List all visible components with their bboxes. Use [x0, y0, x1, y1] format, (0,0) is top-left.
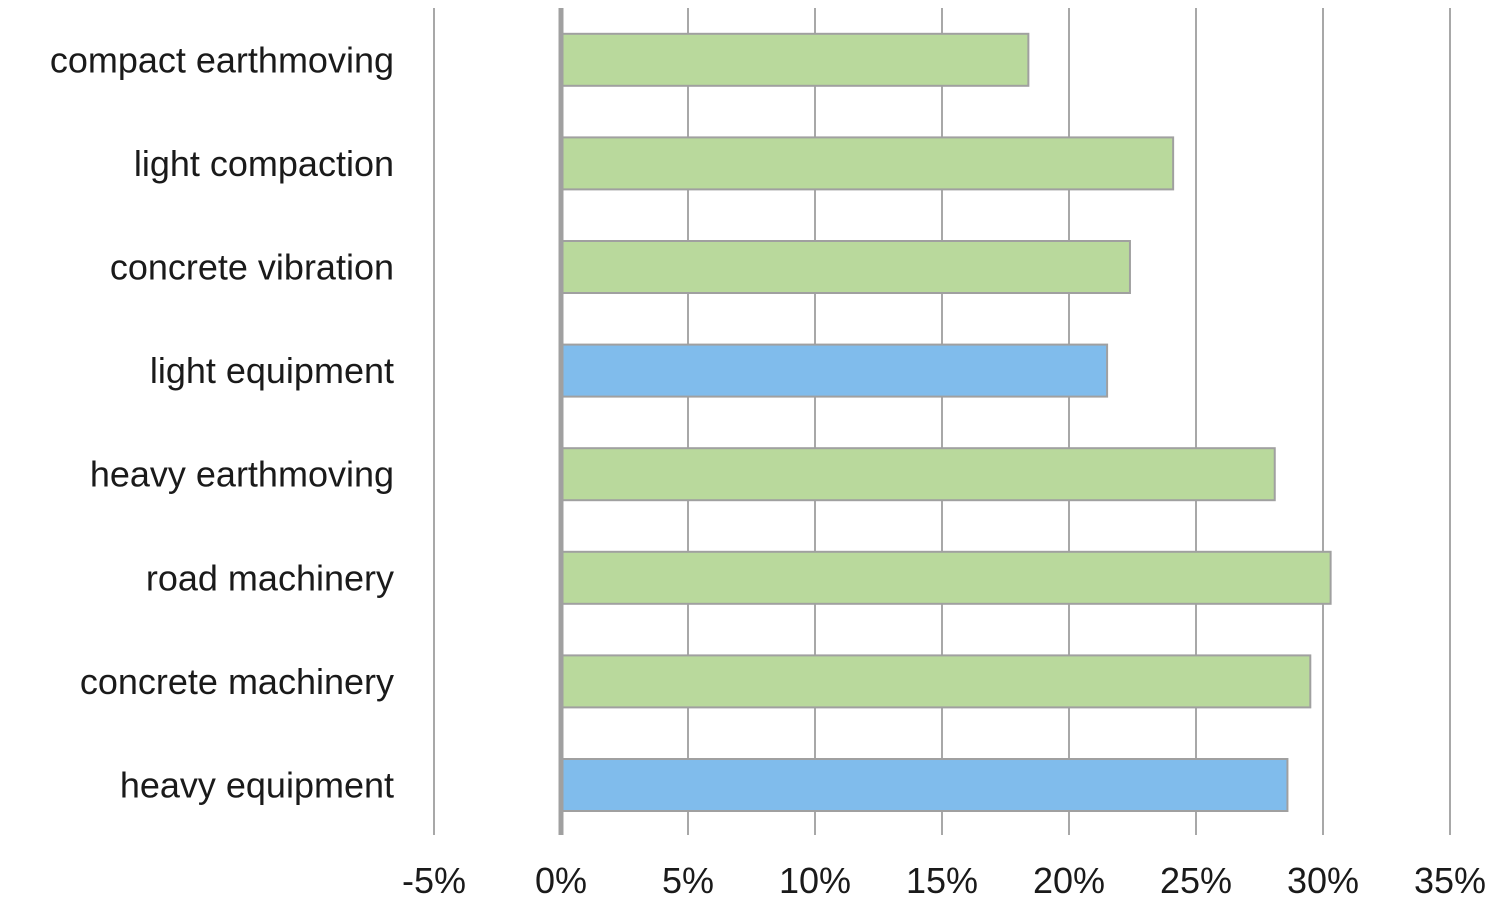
category-label: heavy earthmoving — [90, 454, 394, 495]
category-label: heavy equipment — [120, 765, 394, 806]
x-tick-label: 25% — [1160, 860, 1232, 901]
bar-4 — [560, 343, 1109, 398]
gridlines — [433, 8, 1451, 835]
x-tick-label: 5% — [662, 860, 714, 901]
bar-3 — [560, 240, 1131, 294]
category-labels: compact earthmoving light compaction concr… — [50, 39, 394, 805]
x-tick-label: 15% — [906, 860, 978, 901]
bar-5 — [560, 447, 1276, 502]
bar-6 — [560, 550, 1332, 605]
category-label: light compaction — [134, 143, 394, 184]
category-label: light equipment — [150, 350, 394, 391]
bar-2 — [560, 136, 1175, 191]
x-tick-label: 10% — [779, 860, 851, 901]
category-label: road machinery — [146, 557, 394, 598]
bars — [560, 32, 1332, 812]
x-tick-label: 20% — [1033, 860, 1105, 901]
category-label: concrete vibration — [110, 247, 394, 288]
x-tick-label: 30% — [1287, 860, 1359, 901]
bar-8 — [560, 758, 1289, 812]
bar-1 — [560, 32, 1030, 87]
category-label: compact earthmoving — [50, 39, 394, 80]
x-tick-label: -5% — [402, 860, 466, 901]
x-tick-label: 35% — [1414, 860, 1486, 901]
x-tick-labels: -5% 0% 5% 10% 15% 20% 25% 30% 35% — [402, 860, 1486, 901]
x-tick-label: 0% — [535, 860, 587, 901]
bar-7 — [560, 654, 1312, 709]
category-label: concrete machinery — [80, 661, 394, 702]
